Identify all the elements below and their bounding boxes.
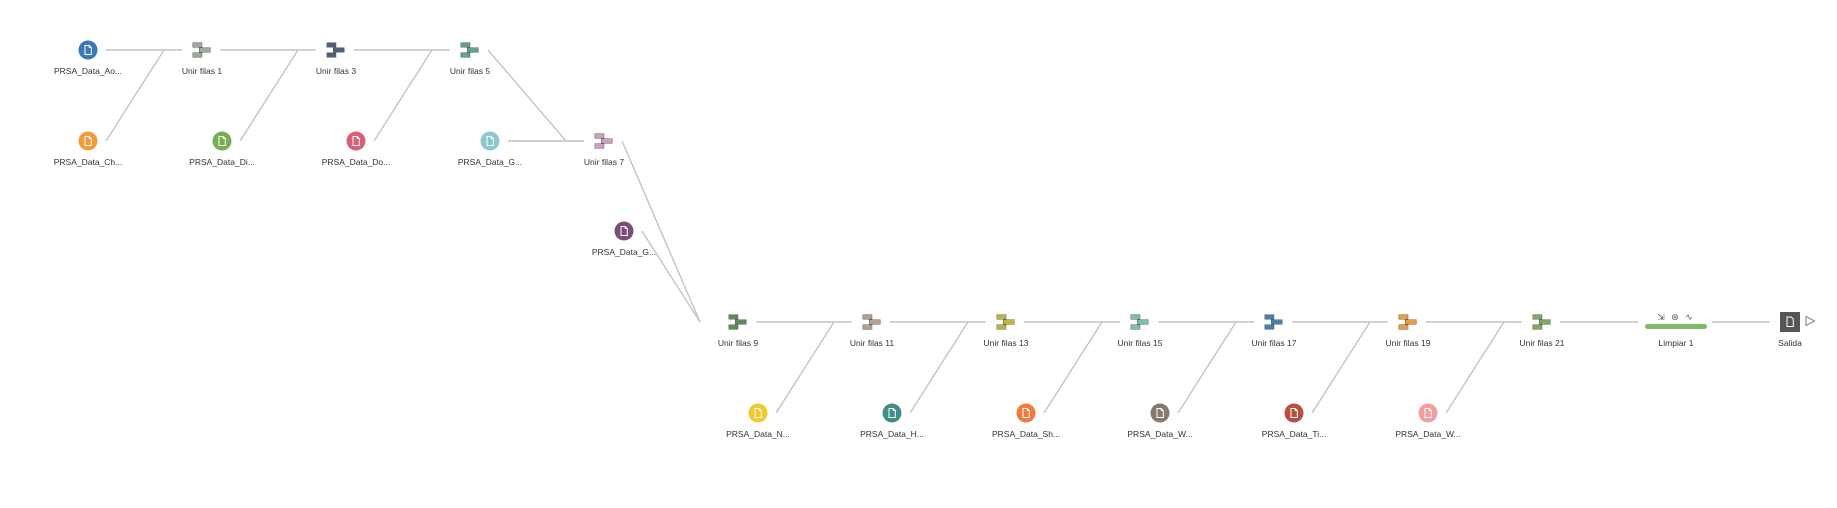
clean-step-icon: ⇲ ⊛ ∿ (1621, 311, 1731, 333)
run-flow-button[interactable] (1803, 314, 1817, 328)
union-icon (325, 39, 347, 61)
step-label: Unir filas 15 (1117, 338, 1163, 348)
step-label: Unir filas 9 (717, 338, 759, 348)
input-step-n12[interactable]: PRSA_Data_N... (708, 402, 808, 456)
union-icon (593, 130, 615, 152)
step-label: PRSA_Data_G... (457, 157, 523, 167)
union-step-n21[interactable]: Unir filas 19 (1358, 311, 1458, 365)
file-input-icon (1283, 402, 1305, 424)
step-label: Unir filas 21 (1519, 338, 1565, 348)
file-input-icon (77, 39, 99, 61)
clean-step-n24[interactable]: ⇲ ⊛ ∿ Limpiar 1 (1621, 311, 1731, 365)
edge-n9-n11 (621, 140, 701, 323)
step-label: Unir filas 7 (583, 157, 625, 167)
input-step-n10[interactable]: PRSA_Data_G... (574, 220, 674, 274)
file-input-icon (1417, 402, 1439, 424)
file-input-icon (881, 402, 903, 424)
clean-change-icons: ⇲ ⊛ ∿ (1657, 312, 1695, 322)
union-icon (459, 39, 481, 61)
input-step-n6[interactable]: PRSA_Data_Do... (306, 130, 406, 184)
edge-n4-n5 (239, 49, 299, 142)
step-label: PRSA_Data_Ch... (53, 157, 123, 167)
file-input-icon (613, 220, 635, 242)
play-icon (1805, 315, 1816, 327)
input-step-n18[interactable]: PRSA_Data_W... (1110, 402, 1210, 456)
input-step-n2[interactable]: PRSA_Data_Ch... (38, 130, 138, 184)
step-label: PRSA_Data_W... (1395, 429, 1461, 439)
input-step-n22[interactable]: PRSA_Data_W... (1378, 402, 1478, 456)
edge-n18-n19 (1177, 321, 1237, 414)
union-step-n7[interactable]: Unir filas 5 (420, 39, 520, 93)
step-label: PRSA_Data_N... (726, 429, 790, 439)
clean-bar-icon (1645, 324, 1707, 329)
file-input-icon (211, 130, 233, 152)
step-label: Unir filas 11 (849, 338, 895, 348)
edge-n12-n13 (775, 321, 835, 414)
step-label: PRSA_Data_Ti... (1261, 429, 1327, 439)
input-step-n20[interactable]: PRSA_Data_Ti... (1244, 402, 1344, 456)
edge-n10-n11 (641, 230, 701, 323)
union-icon (1129, 311, 1151, 333)
edge-n22-n23 (1445, 321, 1505, 414)
file-input-icon (479, 130, 501, 152)
union-step-n9[interactable]: Unir filas 7 (554, 130, 654, 184)
step-label: Unir filas 13 (983, 338, 1029, 348)
union-step-n11[interactable]: Unir filas 9 (688, 311, 788, 365)
union-step-n19[interactable]: Unir filas 17 (1224, 311, 1324, 365)
union-step-n17[interactable]: Unir filas 15 (1090, 311, 1190, 365)
union-icon (727, 311, 749, 333)
step-label: Limpiar 1 (1658, 338, 1694, 348)
union-icon (1531, 311, 1553, 333)
file-input-icon (77, 130, 99, 152)
input-step-n14[interactable]: PRSA_Data_H... (842, 402, 942, 456)
union-icon (861, 311, 883, 333)
step-label: PRSA_Data_Ao... (53, 66, 123, 76)
step-label: Unir filas 19 (1385, 338, 1431, 348)
file-input-icon (747, 402, 769, 424)
step-label: Unir filas 3 (315, 66, 357, 76)
input-step-n16[interactable]: PRSA_Data_Sh... (976, 402, 1076, 456)
step-label: Unir filas 17 (1251, 338, 1297, 348)
output-icon (1779, 311, 1801, 333)
edge-n20-n21 (1311, 321, 1371, 414)
step-label: PRSA_Data_Di... (189, 157, 255, 167)
file-input-icon (1149, 402, 1171, 424)
edge-n16-n17 (1043, 321, 1103, 414)
union-step-n3[interactable]: Unir filas 1 (152, 39, 252, 93)
step-label: PRSA_Data_H... (860, 429, 924, 439)
union-step-n5[interactable]: Unir filas 3 (286, 39, 386, 93)
union-icon (191, 39, 213, 61)
step-label: Salida (1778, 338, 1802, 348)
input-step-n1[interactable]: PRSA_Data_Ao... (38, 39, 138, 93)
file-input-icon (1015, 402, 1037, 424)
input-step-n4[interactable]: PRSA_Data_Di... (172, 130, 272, 184)
edge-n2-n3 (105, 49, 165, 142)
edge-n6-n7 (373, 49, 433, 142)
step-label: PRSA_Data_G... (591, 247, 657, 257)
step-label: PRSA_Data_Do... (321, 157, 391, 167)
step-label: PRSA_Data_W... (1127, 429, 1193, 439)
input-step-n8[interactable]: PRSA_Data_G... (440, 130, 540, 184)
step-label: PRSA_Data_Sh... (991, 429, 1061, 439)
output-step-n25[interactable]: Salida (1740, 311, 1837, 365)
edge-n14-n15 (909, 321, 969, 414)
union-icon (1397, 311, 1419, 333)
union-icon (995, 311, 1017, 333)
union-icon (1263, 311, 1285, 333)
union-step-n23[interactable]: Unir filas 21 (1492, 311, 1592, 365)
step-label: Unir filas 5 (449, 66, 491, 76)
step-label: Unir filas 1 (181, 66, 223, 76)
union-step-n15[interactable]: Unir filas 13 (956, 311, 1056, 365)
file-input-icon (345, 130, 367, 152)
edge-n7-n9 (487, 49, 567, 142)
union-step-n13[interactable]: Unir filas 11 (822, 311, 922, 365)
